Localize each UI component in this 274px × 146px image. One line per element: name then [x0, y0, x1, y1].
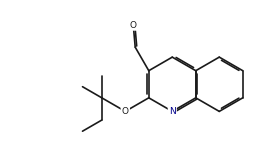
Text: O: O — [122, 107, 129, 116]
Text: N: N — [169, 107, 176, 116]
Text: O: O — [130, 21, 137, 29]
